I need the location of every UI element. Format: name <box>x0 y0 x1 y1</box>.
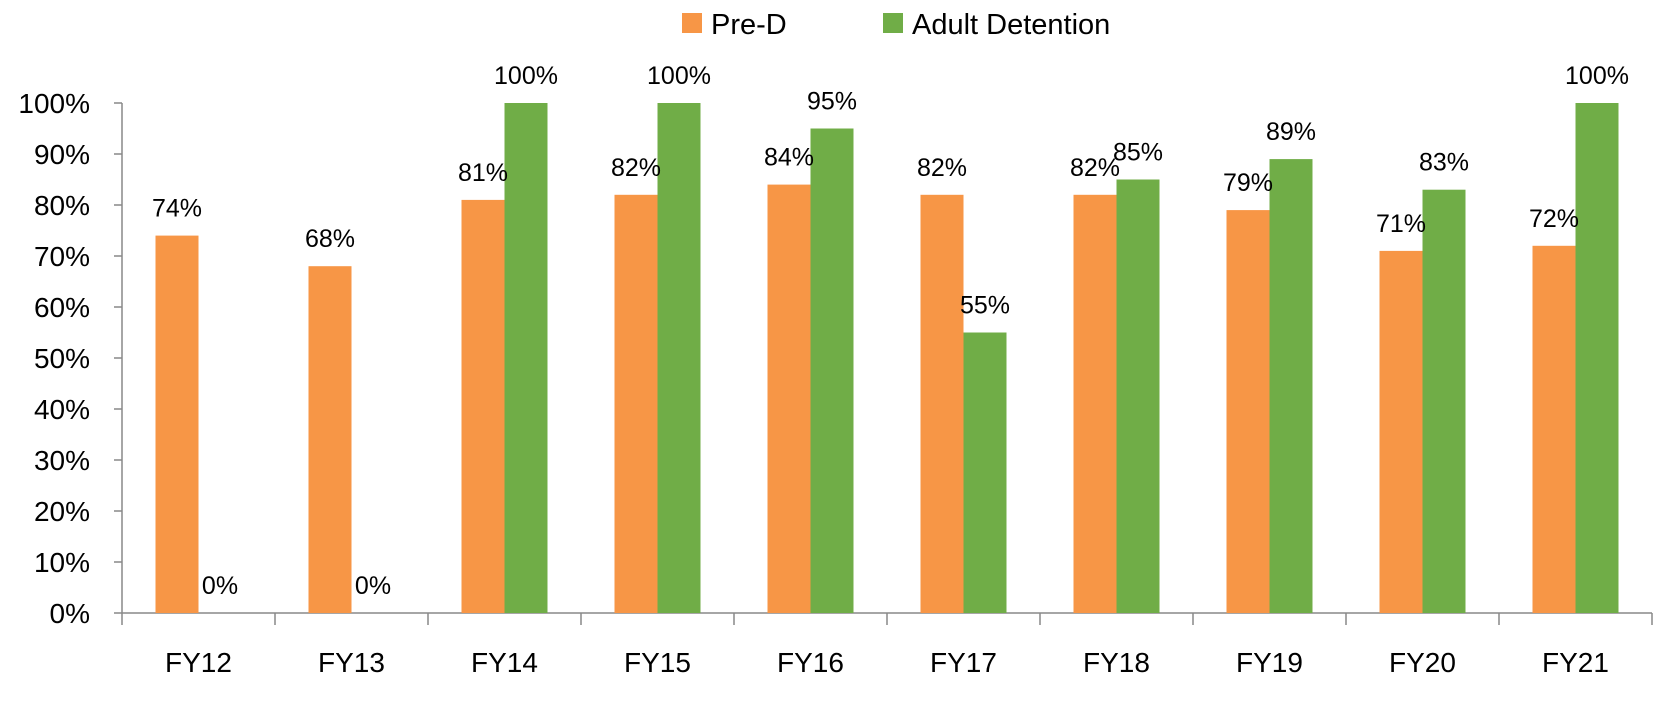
data-label: 82% <box>1070 154 1120 182</box>
data-label: 0% <box>355 572 391 600</box>
y-tick-label: 70% <box>34 241 90 272</box>
x-tick-label: FY14 <box>471 647 538 678</box>
bar-pre-d-fy14 <box>461 199 505 613</box>
legend-label: Pre-D <box>711 9 787 41</box>
y-tick-label: 100% <box>18 88 90 119</box>
data-labels-group: 74% 68% 81% 82% 84% 82% 82% 79% 71% 72% 0% 0% 100% 10… <box>152 62 1629 600</box>
x-tick-label: FY12 <box>165 647 232 678</box>
data-label: 100% <box>647 62 711 90</box>
x-tick-label: FY15 <box>624 647 691 678</box>
data-label: 85% <box>1113 139 1163 167</box>
x-tick-label: FY20 <box>1389 647 1456 678</box>
data-label: 83% <box>1419 149 1469 177</box>
data-label: 55% <box>960 292 1010 320</box>
data-label: 82% <box>611 154 661 182</box>
data-label: 100% <box>494 62 558 90</box>
y-tick-label: 20% <box>34 496 90 527</box>
x-tick-label: FY18 <box>1083 647 1150 678</box>
y-tick-label: 80% <box>34 190 90 221</box>
data-label: 74% <box>152 195 202 223</box>
data-label: 89% <box>1266 118 1316 146</box>
x-tick-label: FY21 <box>1542 647 1609 678</box>
bar-pre-d-fy19 <box>1226 210 1270 613</box>
bar-adult-detention-fy16 <box>810 128 854 613</box>
bar-adult-detention-fy17 <box>963 332 1007 613</box>
legend-swatch <box>883 13 903 33</box>
data-label: 79% <box>1223 169 1273 197</box>
data-label: 72% <box>1529 205 1579 233</box>
y-tick-label: 0% <box>50 598 90 629</box>
data-label: 82% <box>917 154 967 182</box>
bar-adult-detention-fy19 <box>1269 159 1313 613</box>
x-tick-label: FY13 <box>318 647 385 678</box>
bar-adult-detention-fy14 <box>504 103 548 613</box>
data-label: 84% <box>764 144 814 172</box>
data-label: 81% <box>458 159 508 187</box>
x-tick-label: FY19 <box>1236 647 1303 678</box>
legend-swatch <box>682 13 702 33</box>
bar-pre-d-fy16 <box>767 184 811 613</box>
data-label: 100% <box>1565 62 1629 90</box>
y-tick-label: 10% <box>34 547 90 578</box>
data-label: 68% <box>305 225 355 253</box>
y-tick-label: 50% <box>34 343 90 374</box>
bar-pre-d-fy21 <box>1532 245 1576 614</box>
bar-adult-detention-fy18 <box>1116 179 1160 613</box>
bar-pre-d-fy17 <box>920 194 964 614</box>
y-tick-label: 90% <box>34 139 90 170</box>
y-axis: 0% 10% 20% 30% 40% 50% 60% 70% 80% 90% 100% <box>18 88 123 629</box>
data-label: 0% <box>202 572 238 600</box>
chart-legend: Pre-D Adult Detention <box>682 9 1110 41</box>
y-tick-label: 60% <box>34 292 90 323</box>
y-tick-label: 40% <box>34 394 90 425</box>
bar-adult-detention-fy15 <box>657 103 701 613</box>
x-tick-label: FY16 <box>777 647 844 678</box>
bar-pre-d-fy12 <box>155 235 199 613</box>
x-axis: FY12 FY13 FY14 FY15 FY16 FY17 FY18 FY19 FY20 FY21 <box>121 612 1653 678</box>
data-label: 71% <box>1376 210 1426 238</box>
bar-adult-detention-fy20 <box>1422 189 1466 613</box>
bar-adult-detention-fy21 <box>1575 103 1619 613</box>
legend-label: Adult Detention <box>912 9 1110 41</box>
y-tick-label: 30% <box>34 445 90 476</box>
bar-pre-d-fy20 <box>1379 250 1423 613</box>
bar-pre-d-fy15 <box>614 194 658 614</box>
data-label: 95% <box>807 88 857 116</box>
bar-pre-d-fy13 <box>308 266 352 613</box>
bars-group <box>155 103 1619 614</box>
bar-pre-d-fy18 <box>1073 194 1117 614</box>
x-tick-label: FY17 <box>930 647 997 678</box>
